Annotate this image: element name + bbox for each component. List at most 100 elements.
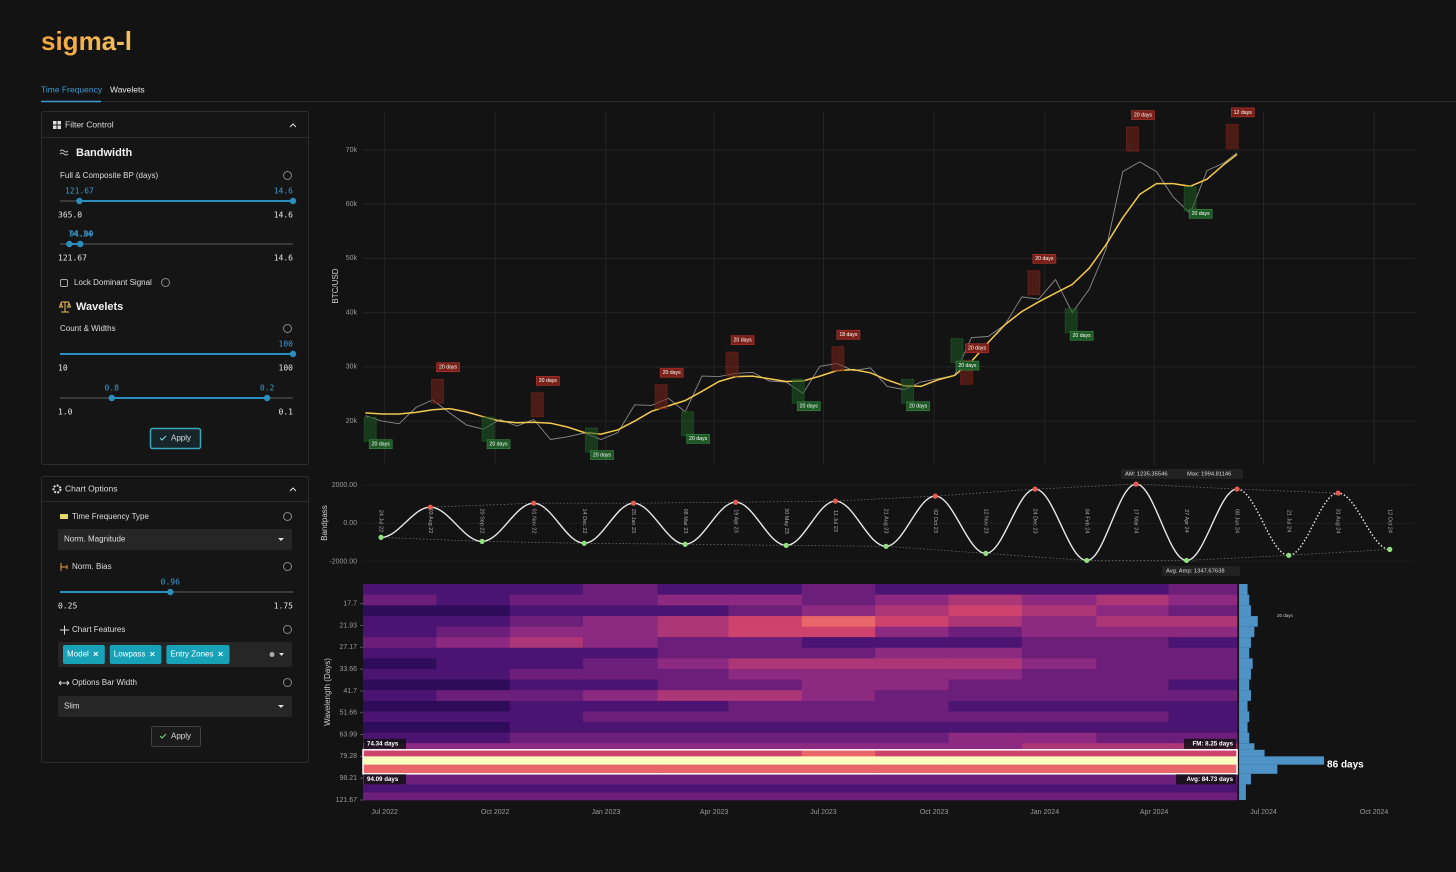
apply-button[interactable] <box>151 726 201 747</box>
heat-cell <box>657 764 729 775</box>
spectrum-bar <box>1239 773 1251 785</box>
help-icon[interactable] <box>161 278 170 287</box>
cycle-label-box <box>1032 254 1057 264</box>
heat-cell <box>509 616 584 627</box>
collapse-chevron[interactable] <box>289 487 297 492</box>
spectrum-bar <box>1239 690 1251 701</box>
width-icon <box>58 680 70 686</box>
heat-cell <box>583 679 658 691</box>
heat-cell <box>1168 792 1238 801</box>
checkbox[interactable] <box>60 279 68 287</box>
heat-cell <box>436 722 510 733</box>
heat-cell <box>436 756 510 765</box>
apply-button[interactable] <box>149 427 202 450</box>
slider-value: 0.8 <box>105 384 120 393</box>
select[interactable] <box>58 696 292 717</box>
cycle-date: 17 Mar 24 <box>1133 509 1139 534</box>
slider-handle[interactable] <box>167 588 174 596</box>
tab[interactable]: Wavelets <box>110 84 145 94</box>
slider-handle[interactable] <box>289 197 297 205</box>
chip[interactable] <box>109 645 162 664</box>
slider-fill <box>60 353 293 355</box>
stat-label: Avg. Amp: 1347.67638 <box>1166 569 1225 575</box>
heat-cell <box>875 584 949 595</box>
heat-cell <box>363 647 437 659</box>
heat-cell <box>657 647 729 659</box>
heat-cell <box>436 605 510 617</box>
help-icon[interactable] <box>283 562 292 571</box>
heat-cell <box>1021 647 1097 659</box>
heat-cell <box>875 637 949 649</box>
help-icon[interactable] <box>283 512 292 521</box>
select-arrow <box>279 653 284 656</box>
chip-remove[interactable] <box>218 651 223 657</box>
cycle-label: 20 days <box>800 404 819 410</box>
heat-cell <box>583 773 658 785</box>
heat-cell <box>801 616 876 627</box>
slider-handle[interactable] <box>108 394 115 402</box>
chip[interactable] <box>166 645 230 664</box>
slider-handle[interactable] <box>263 394 271 402</box>
heat-cell <box>728 647 803 659</box>
slider-value: 100 <box>279 340 294 349</box>
cycle-dot <box>1133 481 1139 487</box>
heat-cell <box>948 784 1023 793</box>
cycle-date: 11 Jul 23 <box>832 510 838 532</box>
heat-cell <box>875 756 949 765</box>
clear-icon[interactable] <box>269 652 275 657</box>
heat-cell <box>657 700 729 712</box>
cycle-dot <box>883 543 889 549</box>
stat-label: Max: 1994.81146 <box>1187 472 1231 478</box>
entry-zone <box>481 416 495 442</box>
y-tick-label: 30k <box>346 364 358 371</box>
help-icon[interactable] <box>283 171 292 180</box>
y-tick-label: -2000.00 <box>329 558 357 565</box>
envelope <box>430 483 1339 508</box>
slider-handle[interactable] <box>77 240 84 248</box>
heat-cell <box>728 668 803 680</box>
spectrum-bar <box>1239 711 1250 723</box>
heat-cell <box>436 743 510 751</box>
cycle-label-box <box>906 401 930 412</box>
heat-cell <box>948 792 1023 801</box>
tab[interactable]: Time Frequency <box>41 84 103 94</box>
heat-cell <box>1168 605 1238 617</box>
heat-cell <box>948 764 1023 775</box>
chip-remove[interactable] <box>93 651 99 657</box>
entry-zone <box>1027 270 1041 296</box>
slider-handle[interactable] <box>66 240 73 248</box>
heat-cell <box>801 647 876 659</box>
stat-box <box>1183 469 1243 479</box>
help-icon[interactable] <box>283 324 292 333</box>
heat-cell <box>875 722 949 733</box>
collapse-chevron[interactable] <box>289 123 297 128</box>
heat-cell <box>1021 584 1097 595</box>
heat-cell <box>1168 647 1238 659</box>
heat-cell <box>509 626 584 638</box>
cycle-dot <box>932 493 938 499</box>
spectrum-bar <box>1239 756 1325 765</box>
cycle-label-box <box>1230 107 1255 118</box>
chip[interactable] <box>63 645 105 664</box>
spectrum-bar <box>1239 594 1250 606</box>
cycle-dot <box>630 500 637 506</box>
chip-remove[interactable] <box>150 651 155 657</box>
heat-cell <box>1168 764 1238 775</box>
slider-handle[interactable] <box>76 197 83 205</box>
heat-cell <box>948 647 1023 659</box>
slider-min: 1.0 <box>58 408 73 417</box>
heat-cell <box>801 690 876 702</box>
heat-cell <box>509 764 584 775</box>
heat-cell <box>363 711 437 723</box>
help-icon[interactable] <box>283 625 292 634</box>
heat-cell <box>1168 668 1238 680</box>
y-tick-label: 17.7 <box>343 600 357 607</box>
slider-handle[interactable] <box>289 350 297 358</box>
select[interactable] <box>58 529 292 550</box>
help-icon[interactable] <box>283 678 292 687</box>
heat-cell <box>583 792 658 801</box>
cycle-label-box <box>1069 330 1094 341</box>
heat-cell <box>363 732 437 744</box>
heat-cell <box>509 722 584 733</box>
heat-cell <box>1021 658 1097 670</box>
